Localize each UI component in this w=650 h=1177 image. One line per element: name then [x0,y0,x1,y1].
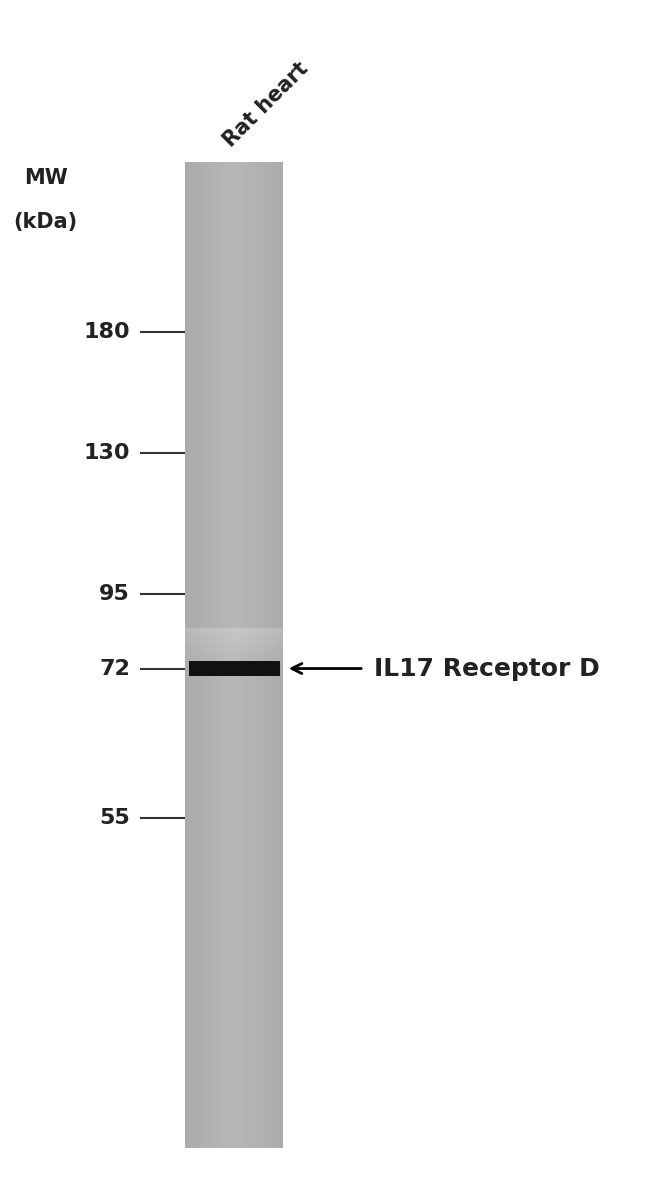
Text: 72: 72 [99,659,130,678]
Text: MW: MW [23,168,68,188]
Text: IL17 Receptor D: IL17 Receptor D [374,657,599,680]
Bar [188,661,280,676]
Text: 180: 180 [83,322,130,341]
Text: Rat heart: Rat heart [220,58,312,151]
Text: 55: 55 [99,809,130,827]
Text: 95: 95 [99,585,130,604]
Text: (kDa): (kDa) [14,212,77,232]
Text: 130: 130 [83,444,130,463]
